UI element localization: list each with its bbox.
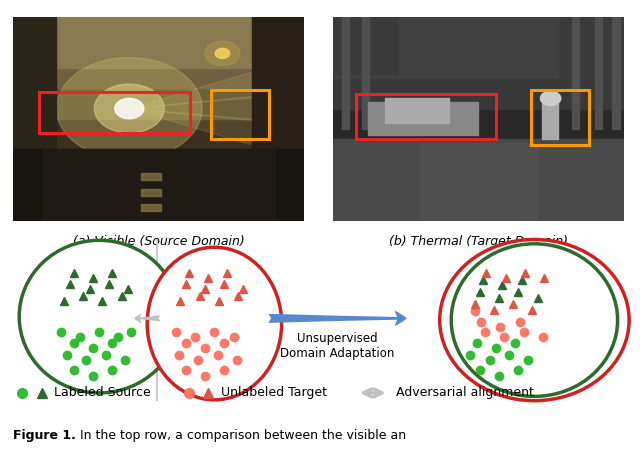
Bar bbox=[362, 17, 369, 129]
Circle shape bbox=[115, 98, 144, 119]
Ellipse shape bbox=[440, 239, 629, 401]
Bar bbox=[612, 17, 620, 129]
Bar bbox=[333, 139, 624, 221]
Bar bbox=[13, 149, 304, 221]
Bar bbox=[595, 17, 602, 129]
Bar bbox=[211, 90, 269, 139]
Bar bbox=[342, 17, 349, 129]
Bar bbox=[531, 90, 589, 145]
Text: (a) Visible (Source Domain): (a) Visible (Source Domain) bbox=[72, 235, 244, 248]
Text: Figure 1.: Figure 1. bbox=[13, 428, 76, 442]
Bar bbox=[141, 173, 161, 180]
Circle shape bbox=[94, 84, 164, 133]
Bar bbox=[42, 149, 275, 221]
Text: Unlabeled Target: Unlabeled Target bbox=[221, 386, 327, 399]
Text: Adversarial alignment: Adversarial alignment bbox=[396, 386, 533, 399]
Bar bbox=[385, 98, 449, 123]
Bar bbox=[13, 17, 56, 160]
Bar bbox=[141, 203, 161, 210]
Bar bbox=[420, 143, 536, 221]
Text: Labeled Source: Labeled Source bbox=[54, 386, 151, 399]
Circle shape bbox=[205, 41, 240, 66]
Text: (b) Thermal (Target Domain): (b) Thermal (Target Domain) bbox=[389, 235, 568, 248]
Bar bbox=[368, 103, 479, 135]
Bar bbox=[572, 17, 579, 129]
Ellipse shape bbox=[147, 247, 282, 400]
Wedge shape bbox=[129, 96, 260, 121]
Wedge shape bbox=[129, 108, 259, 144]
Bar bbox=[543, 103, 559, 139]
Bar bbox=[13, 17, 304, 119]
Text: In the top row, a comparison between the visible an: In the top row, a comparison between the… bbox=[72, 428, 406, 442]
Bar bbox=[141, 189, 161, 196]
Bar bbox=[356, 94, 496, 139]
Ellipse shape bbox=[19, 240, 179, 393]
Circle shape bbox=[540, 91, 561, 105]
Bar bbox=[13, 17, 304, 88]
Text: Unsupervised
Domain Adaptation: Unsupervised Domain Adaptation bbox=[280, 332, 394, 360]
Bar bbox=[560, 17, 624, 78]
Bar bbox=[39, 92, 191, 133]
Circle shape bbox=[215, 48, 230, 58]
Bar bbox=[333, 17, 624, 78]
Bar bbox=[333, 143, 624, 221]
Bar bbox=[333, 17, 624, 108]
Bar bbox=[333, 17, 397, 74]
Bar bbox=[13, 17, 304, 67]
Wedge shape bbox=[129, 73, 259, 108]
Bar bbox=[252, 17, 304, 149]
Circle shape bbox=[56, 57, 202, 160]
